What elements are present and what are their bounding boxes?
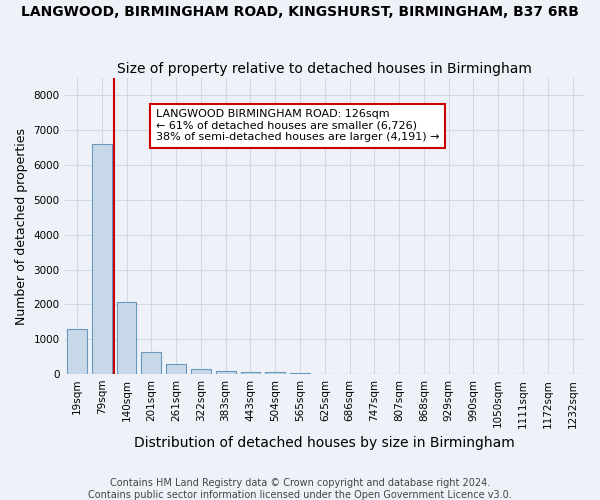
Bar (92, 144, 112, 374)
Title: Size of property relative to detached houses in Birmingham: Size of property relative to detached ho… (118, 62, 532, 76)
Bar (265, 372, 285, 374)
Y-axis label: Number of detached properties: Number of detached properties (15, 128, 28, 324)
Text: LANGWOOD, BIRMINGHAM ROAD, KINGSHURST, BIRMINGHAM, B37 6RB: LANGWOOD, BIRMINGHAM ROAD, KINGSHURST, B… (21, 5, 579, 19)
Bar (166, 364, 186, 374)
X-axis label: Distribution of detached houses by size in Birmingham: Distribution of detached houses by size … (134, 436, 515, 450)
Bar (191, 369, 211, 374)
Bar (67, 329, 87, 374)
Bar (142, 352, 161, 374)
Bar (241, 372, 260, 374)
Text: Contains HM Land Registry data © Crown copyright and database right 2024.
Contai: Contains HM Land Registry data © Crown c… (88, 478, 512, 500)
Bar (116, 302, 136, 374)
Bar (290, 373, 310, 374)
Text: LANGWOOD BIRMINGHAM ROAD: 126sqm
← 61% of detached houses are smaller (6,726)
38: LANGWOOD BIRMINGHAM ROAD: 126sqm ← 61% o… (155, 109, 439, 142)
Bar (216, 372, 236, 374)
